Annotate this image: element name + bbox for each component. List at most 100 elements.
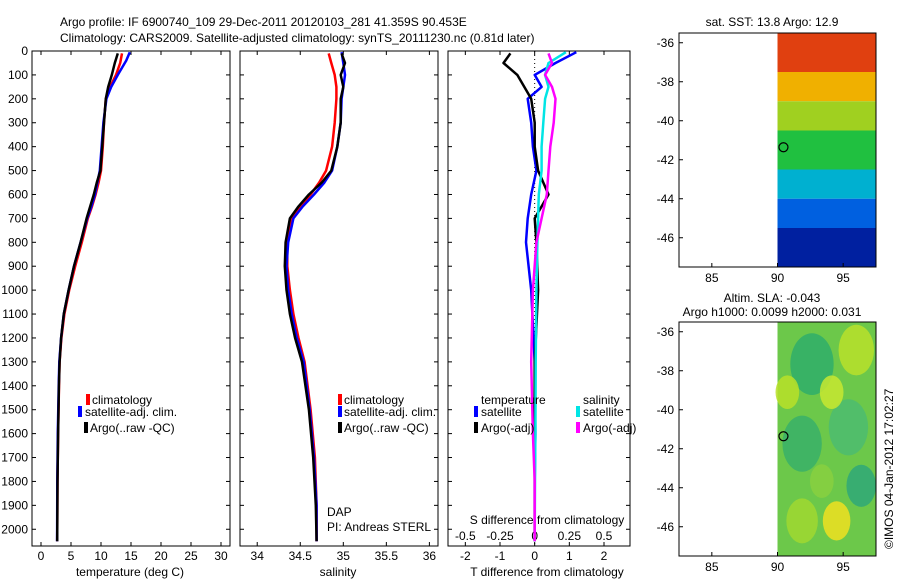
- temp-legend-argo: Argo(..raw -QC): [90, 421, 175, 435]
- temp-legend-satellite: satellite-adj. clim.: [85, 405, 177, 419]
- x-tick-label: 0: [38, 549, 45, 563]
- x-tick-label: 35: [337, 549, 351, 563]
- sla-anomaly-patch: [846, 464, 876, 507]
- x-tick-label: 1: [566, 549, 573, 563]
- sal-legend-swatch-satellite: [338, 406, 342, 417]
- sst-color-band: [777, 33, 876, 72]
- temperature-panel-frame: [31, 50, 231, 547]
- depth-tick-label: 1400: [1, 379, 28, 393]
- depth-tick-label: 0: [21, 44, 28, 58]
- map-x-tick-label: 85: [705, 560, 719, 574]
- depth-tick-label: 1600: [1, 427, 28, 441]
- x-tick-label: 25: [184, 549, 198, 563]
- temp-legend-swatch-argo: [84, 422, 88, 433]
- sla-map-title-line2: Argo h1000: 0.0099 h2000: 0.031: [683, 305, 862, 319]
- depth-tick-label: 1500: [1, 403, 28, 417]
- temperature-plot: 0 5 10 15 20 25 30: [32, 50, 230, 563]
- figure-title-line2: Climatology: CARS2009. Satellite-adjuste…: [60, 31, 534, 45]
- sst-map-title: sat. SST: 13.8 Argo: 12.9: [706, 15, 839, 29]
- depth-tick-label: 1100: [2, 307, 28, 321]
- imos-credit: ©IMOS 04-Jan-2012 17:02:27: [882, 388, 896, 549]
- depth-tick-label: 400: [8, 140, 28, 154]
- sal-legend-swatch-climatology: [338, 394, 342, 405]
- diff-legend-swatch-s-argo: [576, 422, 580, 433]
- sal-legend-argo: Argo(..raw -QC): [344, 421, 429, 435]
- x-tick-label: 15: [124, 549, 138, 563]
- sal-annotation-dap: DAP: [327, 505, 352, 519]
- map-y-tick-label: -44: [657, 192, 675, 206]
- sal-legend-swatch-argo: [338, 422, 342, 433]
- depth-tick-label: 500: [8, 164, 28, 178]
- depth-axis: 0 100 200 300 400 500 600 700 800 900 1000 1100 1200…: [1, 44, 28, 536]
- depth-tick-label: 900: [8, 259, 28, 273]
- series-line-satellite-adj-clim-: [285, 52, 347, 542]
- x-tick-label: -1: [495, 549, 506, 563]
- map-x-tick-label: 90: [771, 560, 785, 574]
- sst-map-frame: [678, 32, 877, 268]
- x-tick-label: 10: [94, 549, 108, 563]
- sla-anomaly-patch: [786, 498, 818, 544]
- sst-color-band: [777, 101, 876, 131]
- sla-anomaly-patch: [782, 415, 822, 472]
- sal-legend-satellite: satellite-adj. clim.: [344, 405, 436, 419]
- salinity-plot: 34 34.5 35 35.5 36: [240, 50, 438, 563]
- sst-color-band: [777, 169, 876, 199]
- sla-map-title-line1: Altim. SLA: -0.043: [724, 291, 821, 305]
- x-tick-label: 0: [531, 549, 538, 563]
- x-tick-label: -2: [460, 549, 471, 563]
- diff-legend-swatch-s-satellite: [576, 406, 580, 417]
- figure-title-line1: Argo profile: IF 6900740_109 29-Dec-2011…: [60, 15, 467, 29]
- sst-color-band: [777, 228, 876, 267]
- s-diff-tick-label: -0.5: [455, 529, 476, 543]
- map-y-tick-label: -40: [657, 114, 675, 128]
- difference-xlabel: T difference from climatology: [470, 565, 624, 579]
- x-tick-label: 34: [251, 549, 265, 563]
- map-x-tick-label: 90: [771, 271, 785, 285]
- x-tick-label: 34.5: [289, 549, 313, 563]
- depth-tick-label: 700: [8, 211, 28, 225]
- argo-position-marker: [778, 142, 789, 153]
- map-y-tick-label: -42: [657, 153, 675, 167]
- map-y-tick-label: -38: [657, 364, 675, 378]
- diff-legend-s-satellite: satellite: [583, 405, 624, 419]
- series-line-argo-raw-qc-: [283, 52, 347, 542]
- salinity-panel-frame: [239, 50, 439, 547]
- map-x-tick-label: 95: [836, 271, 850, 285]
- series-line-temperature-argo-adj-: [502, 52, 550, 542]
- diff-legend-t-argo: Argo(-adj): [481, 421, 534, 435]
- map-x-tick-label: 85: [705, 271, 719, 285]
- map-y-tick-label: -38: [657, 75, 675, 89]
- series-line-salinity-satellite: [533, 51, 567, 542]
- sla-anomaly-patch: [822, 501, 851, 541]
- diff-legend-swatch-t-argo: [474, 422, 478, 433]
- depth-tick-label: 1900: [1, 498, 28, 512]
- depth-tick-label: 2000: [1, 522, 28, 536]
- sla-map-frame: [678, 321, 877, 557]
- salinity-xlabel: salinity: [320, 565, 357, 579]
- depth-tick-label: 200: [8, 92, 28, 106]
- s-diff-tick-label: 0.25: [558, 529, 582, 543]
- sla-anomaly-patch: [810, 464, 834, 498]
- diff-legend-salinity-title: salinity: [583, 393, 620, 407]
- sst-color-band: [777, 72, 876, 102]
- sst-map: 85 90 95 -36 -38 -40 -42 -44 -46: [657, 33, 876, 285]
- series-line-climatology: [286, 53, 338, 542]
- map-y-tick-label: -40: [657, 403, 675, 417]
- x-tick-label: 5: [68, 549, 75, 563]
- difference-panel-frame: [447, 50, 631, 547]
- sla-map: 85 90 95 -36 -38 -40 -42 -44 -46: [657, 322, 876, 574]
- map-y-tick-label: -44: [657, 481, 675, 495]
- sal-annotation-pi: PI: Andreas STERL: [327, 520, 431, 534]
- sst-color-band: [777, 130, 876, 170]
- x-tick-label: 2: [601, 549, 608, 563]
- depth-tick-label: 1000: [1, 283, 28, 297]
- sla-anomaly-patch: [838, 324, 875, 376]
- map-y-tick-label: -42: [657, 442, 675, 456]
- series-line-salinity-argo-adj-: [529, 52, 557, 542]
- x-tick-label: 35.5: [375, 549, 399, 563]
- depth-tick-label: 800: [8, 235, 28, 249]
- depth-tick-label: 1700: [1, 451, 28, 465]
- sst-color-band: [777, 198, 876, 228]
